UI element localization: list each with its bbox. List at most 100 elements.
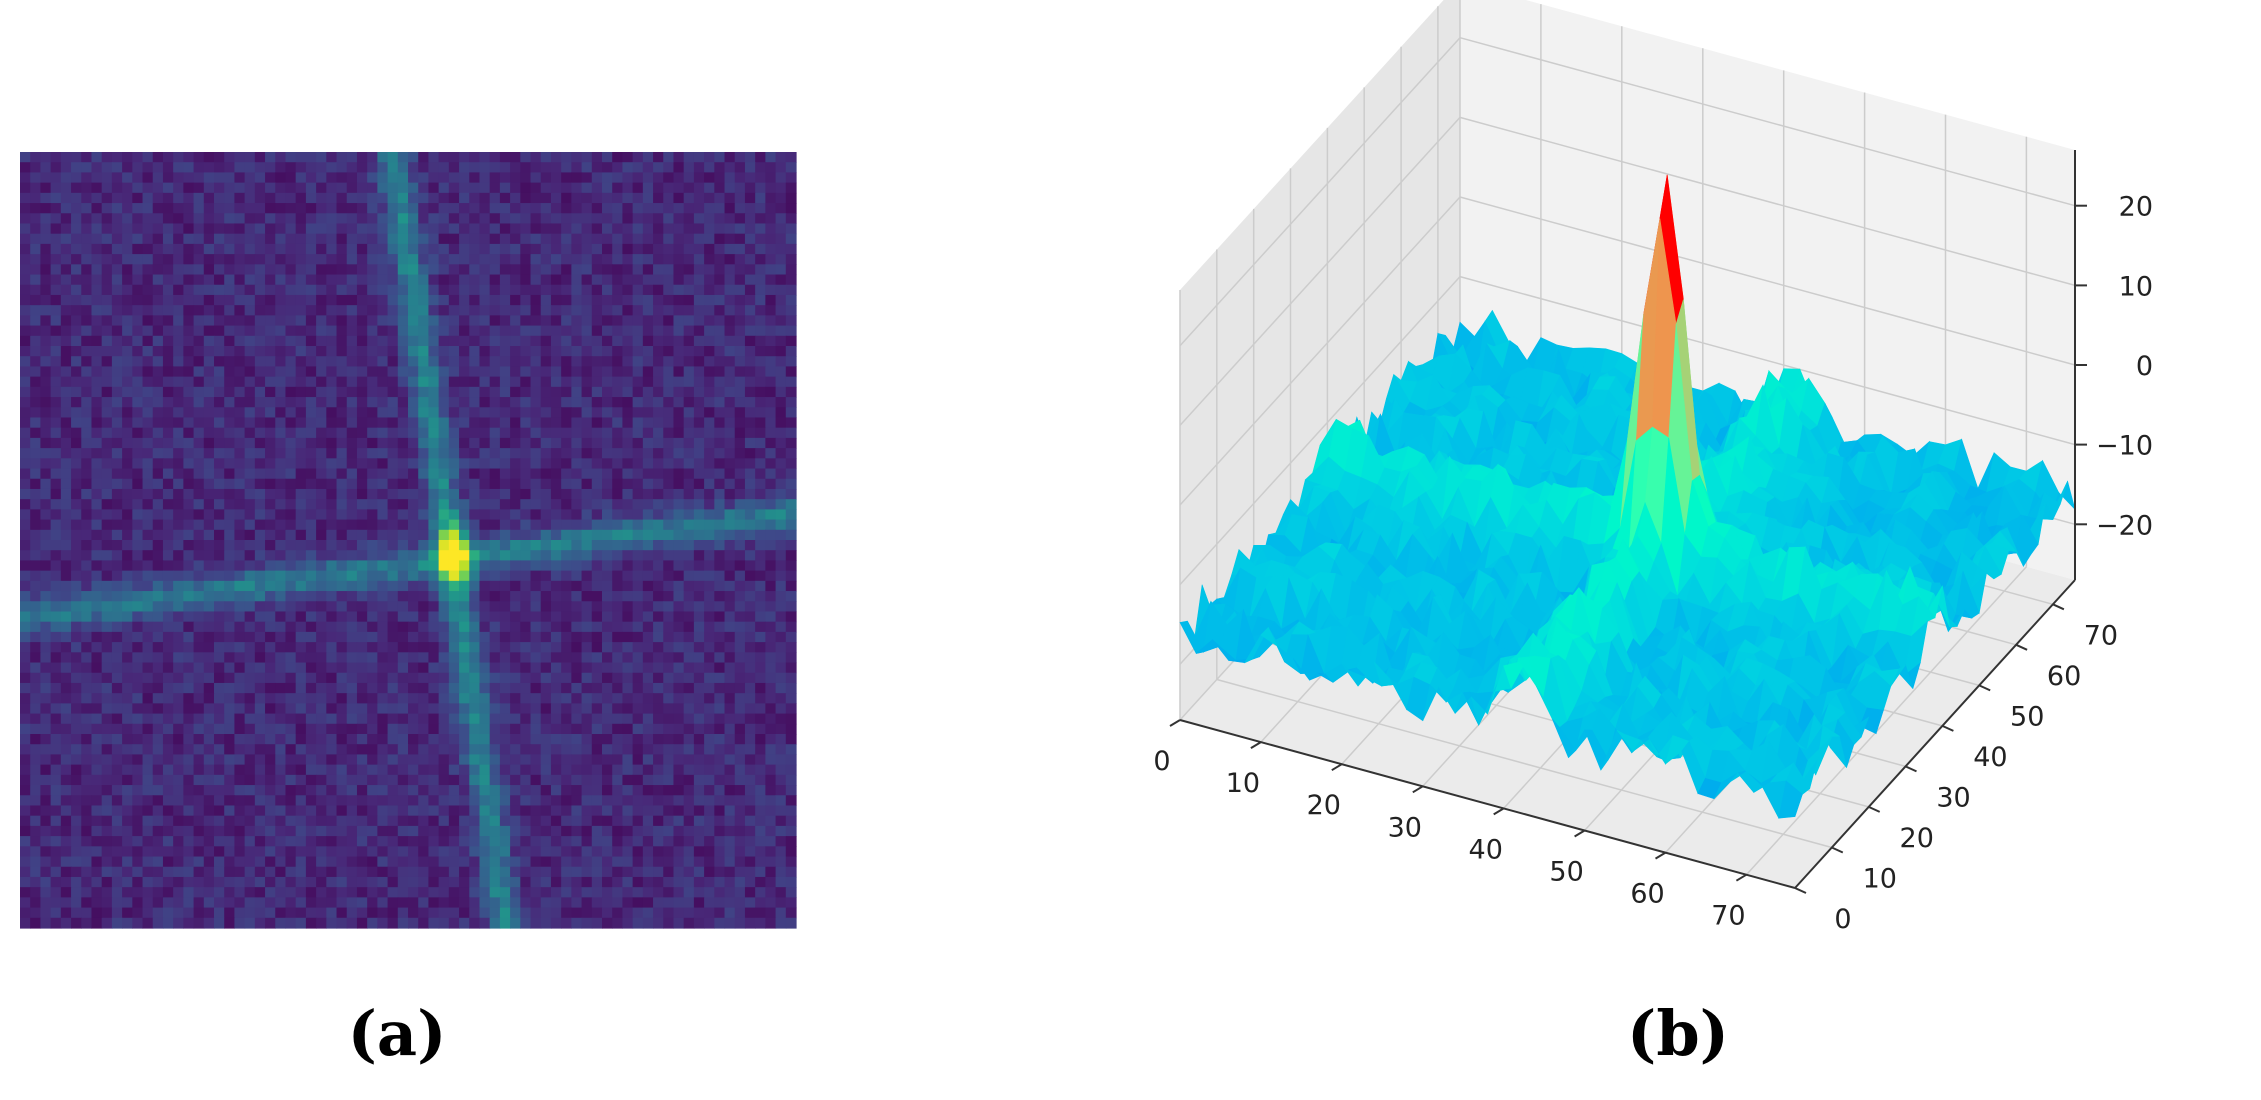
heatmap-cell <box>326 356 338 368</box>
heatmap-cell <box>550 458 562 470</box>
heatmap-cell <box>356 499 368 510</box>
heatmap-cell <box>734 631 746 643</box>
heatmap-cell <box>111 519 123 531</box>
heatmap-cell <box>305 335 317 347</box>
heatmap-cell <box>265 437 276 449</box>
heatmap-cell <box>734 519 746 531</box>
heatmap-cell <box>152 540 164 551</box>
heatmap-cell <box>765 305 777 316</box>
heatmap-cell <box>704 305 715 316</box>
heatmap-cell <box>724 335 736 347</box>
heatmap-cell <box>122 192 133 204</box>
heatmap-cell <box>60 488 72 500</box>
heatmap-cell <box>30 213 42 225</box>
heatmap-cell <box>316 223 327 235</box>
heatmap-cell <box>203 427 215 439</box>
heatmap-cell <box>632 703 644 715</box>
heatmap-cell <box>346 243 358 255</box>
heatmap-cell <box>448 815 460 827</box>
heatmap-cell <box>265 213 276 225</box>
heatmap-cell <box>81 662 93 674</box>
heatmap-cell <box>173 611 184 623</box>
heatmap-cell <box>642 488 654 500</box>
heatmap-cell <box>91 611 103 623</box>
heatmap-cell <box>122 325 133 337</box>
heatmap-cell <box>326 642 338 653</box>
heatmap-cell <box>479 335 491 347</box>
heatmap-cell <box>724 509 736 521</box>
heatmap-cell <box>663 509 675 521</box>
heatmap-cell <box>561 254 572 265</box>
heatmap-cell <box>377 335 389 347</box>
heatmap-cell <box>673 591 685 602</box>
heatmap-cell <box>581 560 593 572</box>
heatmap-cell <box>387 182 399 194</box>
heatmap-cell <box>775 785 787 796</box>
heatmap-cell <box>295 662 307 674</box>
heatmap-cell <box>683 509 695 521</box>
heatmap-cell <box>408 591 419 602</box>
heatmap-cell <box>602 601 613 613</box>
heatmap-cell <box>193 560 205 572</box>
heatmap-cell <box>316 437 327 449</box>
heatmap-cell <box>173 346 184 357</box>
heatmap-cell <box>550 601 562 613</box>
heatmap-cell <box>581 223 593 235</box>
heatmap-cell <box>673 754 685 766</box>
heatmap-cell <box>244 529 256 541</box>
heatmap-cell <box>275 213 287 225</box>
heatmap-cell <box>81 560 93 572</box>
heatmap-cell <box>40 243 52 255</box>
heatmap-cell <box>775 386 787 398</box>
heatmap-cell <box>122 274 133 286</box>
heatmap-cell <box>122 397 133 408</box>
heatmap-cell <box>428 213 440 225</box>
heatmap-cell <box>418 366 430 378</box>
heatmap-cell <box>408 652 419 664</box>
heatmap-cell <box>571 458 583 470</box>
heatmap-cell <box>704 356 715 368</box>
heatmap-cell <box>704 805 715 817</box>
heatmap-cell <box>642 785 654 796</box>
heatmap-cell <box>469 356 481 368</box>
heatmap-cell <box>214 611 225 623</box>
heatmap-cell <box>173 642 184 653</box>
heatmap-cell <box>285 693 297 704</box>
heatmap-cell <box>642 172 654 184</box>
heatmap-cell <box>642 223 654 235</box>
heatmap-cell <box>285 795 297 807</box>
heatmap-cell <box>162 325 174 337</box>
heatmap-cell <box>132 529 144 541</box>
heatmap-cell <box>162 397 174 408</box>
heatmap-cell <box>540 652 552 664</box>
heatmap-cell <box>214 591 225 602</box>
heatmap-cell <box>612 529 624 541</box>
heatmap-cell <box>653 417 664 429</box>
heatmap-cell <box>346 529 358 541</box>
heatmap-cell <box>30 713 42 725</box>
heatmap-cell <box>653 192 664 204</box>
heatmap-cell <box>356 305 368 316</box>
heatmap-cell <box>377 488 389 500</box>
heatmap-cell <box>561 785 572 796</box>
heatmap-cell <box>530 774 542 786</box>
heatmap-cell <box>683 744 695 756</box>
heatmap-cell <box>377 672 389 684</box>
heatmap-cell <box>642 315 654 327</box>
heatmap-cell <box>499 570 511 582</box>
heatmap-cell <box>285 172 297 184</box>
heatmap-cell <box>683 764 695 776</box>
heatmap-cell <box>224 335 236 347</box>
heatmap-cell <box>224 192 236 204</box>
heatmap-cell <box>356 468 368 480</box>
heatmap-cell <box>438 386 450 398</box>
heatmap-cell <box>408 723 419 735</box>
heatmap-cell <box>346 386 358 398</box>
heatmap-cell <box>775 294 787 306</box>
heatmap-cell <box>203 631 215 643</box>
heatmap-cell <box>162 294 174 306</box>
heatmap-cell <box>653 662 664 674</box>
heatmap-cell <box>60 417 72 429</box>
heatmap-cell <box>653 223 664 235</box>
heatmap-cell <box>489 264 501 276</box>
